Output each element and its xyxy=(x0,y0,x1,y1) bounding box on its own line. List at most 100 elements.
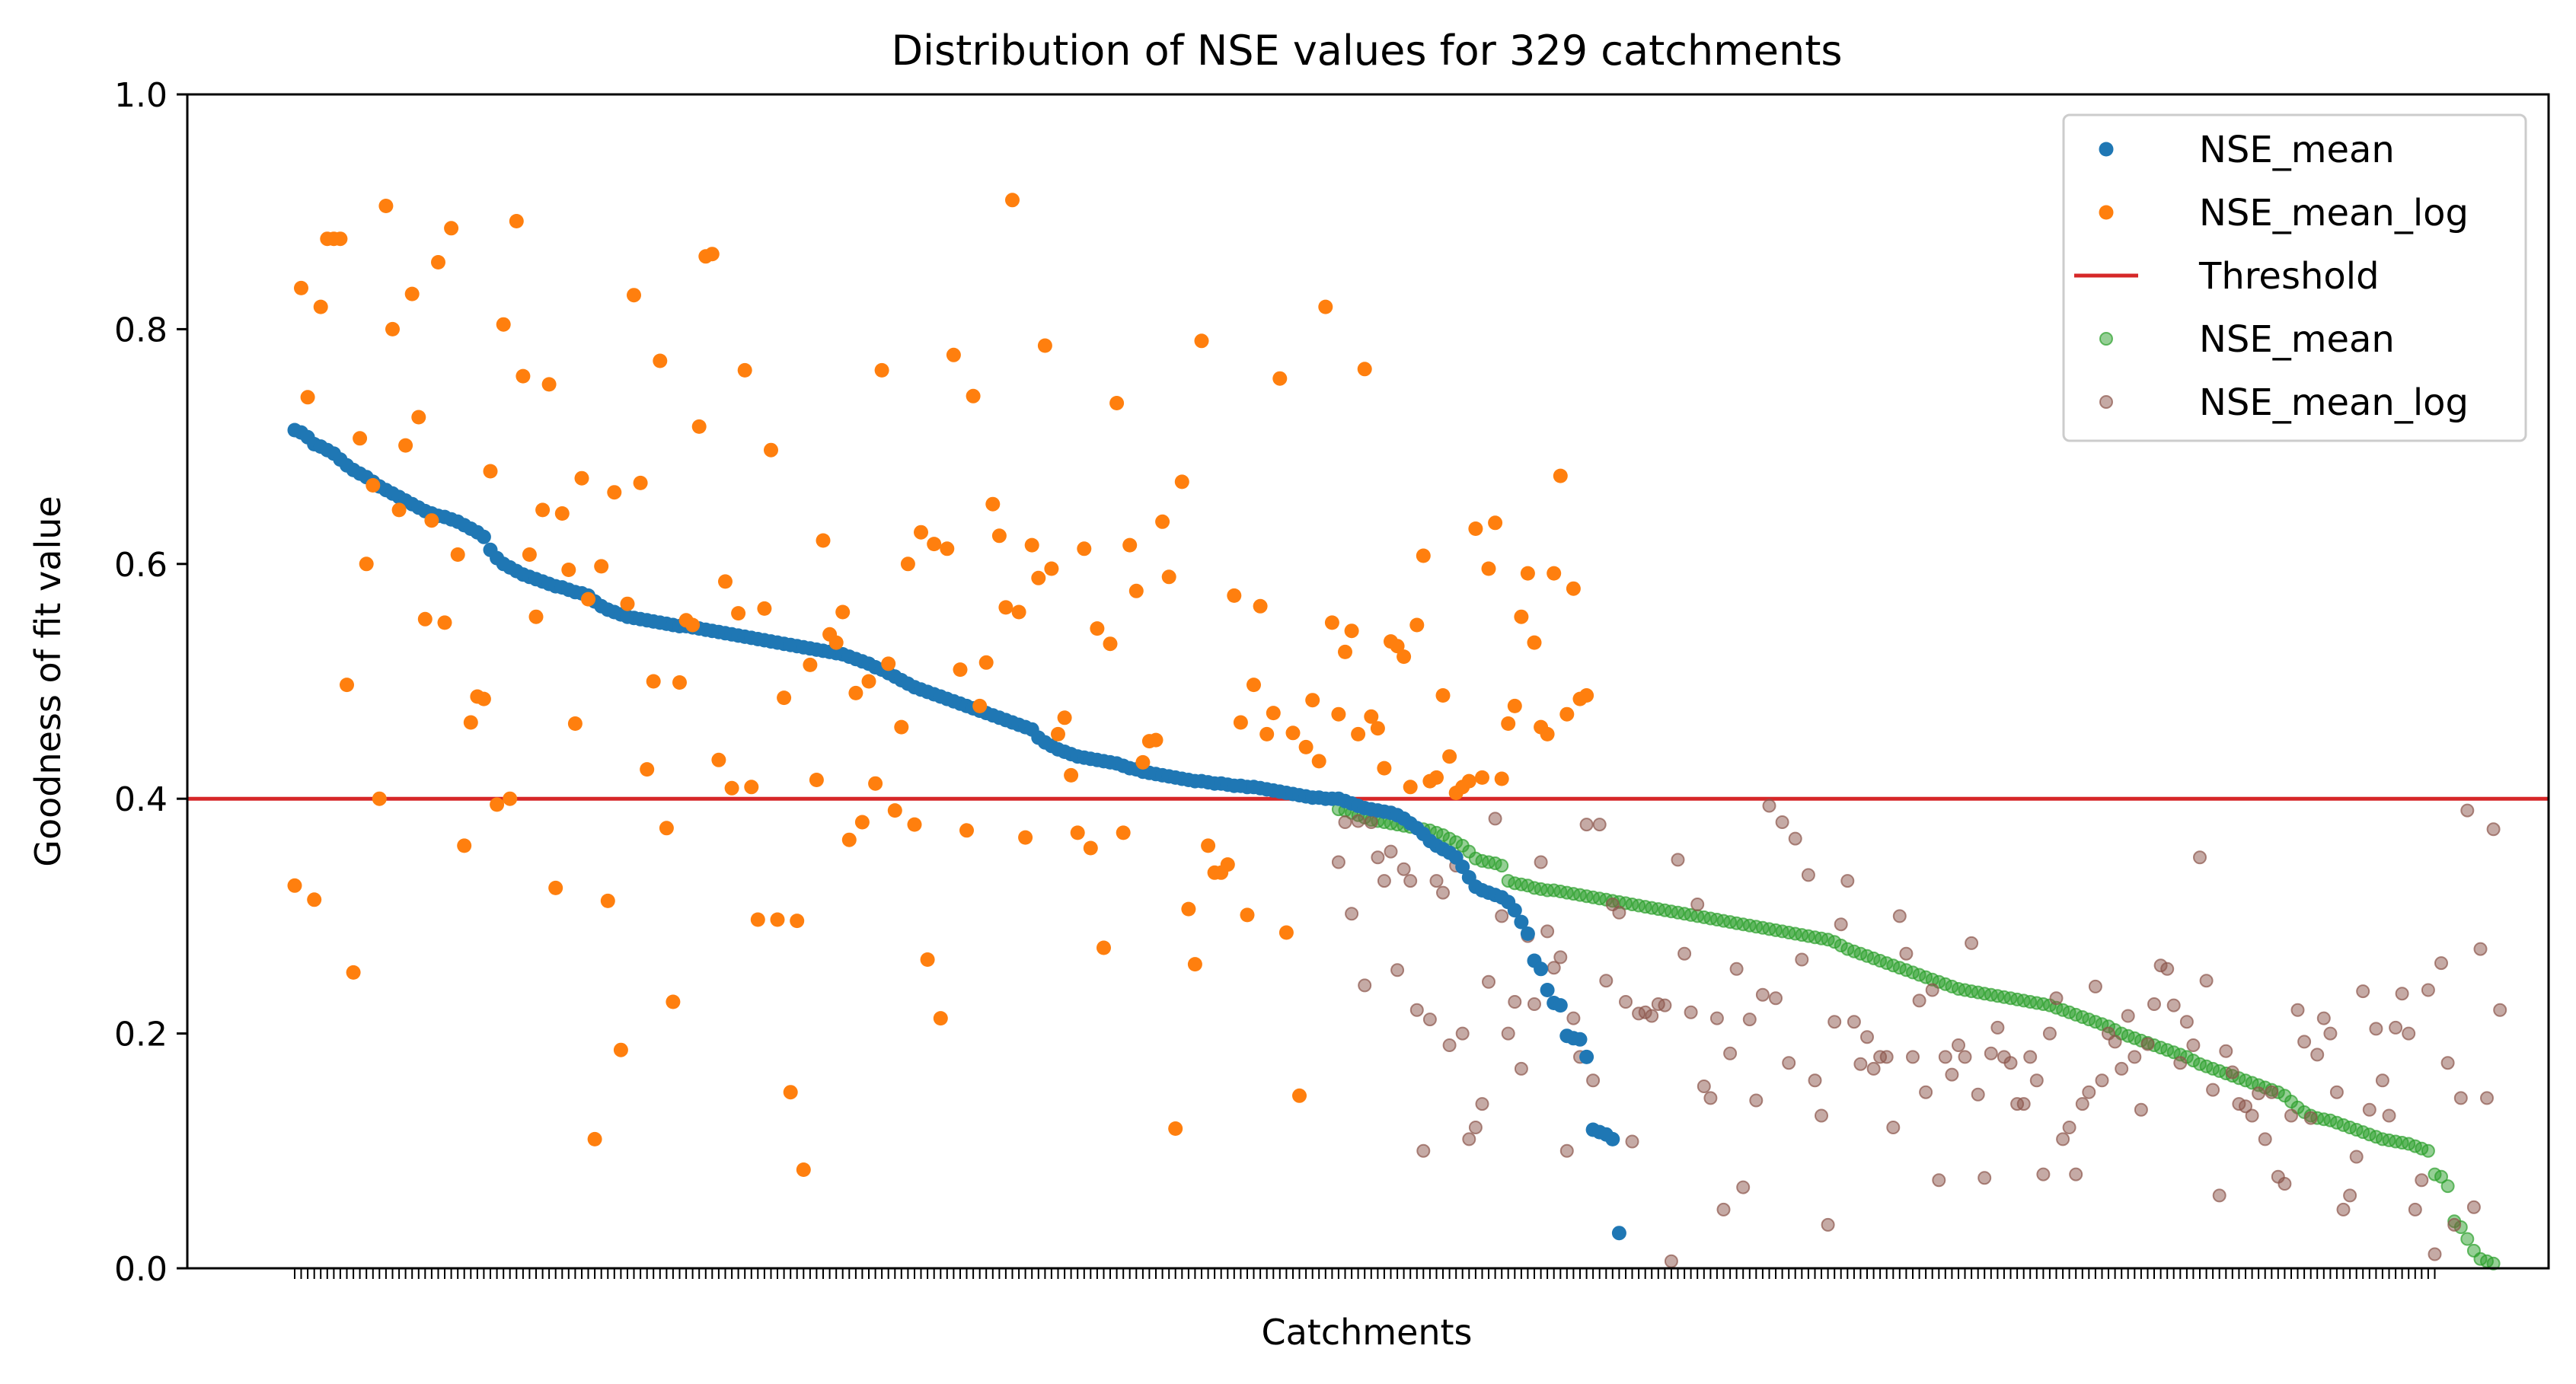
data-point xyxy=(1559,1143,1574,1158)
data-point xyxy=(2023,1050,2038,1064)
data-point xyxy=(594,559,609,574)
data-point xyxy=(1057,710,1072,725)
data-point xyxy=(1866,1061,1881,1076)
data-point xyxy=(1018,830,1033,845)
data-point xyxy=(2466,1200,2481,1214)
data-point xyxy=(1815,1108,1828,1123)
data-point xyxy=(2206,1083,2220,1097)
data-point xyxy=(1247,678,1261,693)
data-point xyxy=(1201,838,1216,853)
y-tick-label: 0.8 xyxy=(114,311,168,349)
data-point xyxy=(333,231,348,247)
data-point xyxy=(1952,1038,1965,1052)
data-point xyxy=(894,719,909,735)
data-point xyxy=(711,752,726,767)
data-point xyxy=(1096,940,1111,955)
data-point xyxy=(809,773,824,787)
data-point xyxy=(2460,803,2475,818)
data-point xyxy=(1416,548,1431,563)
data-point xyxy=(1945,1067,1959,1082)
data-point xyxy=(600,893,615,908)
data-point xyxy=(985,496,1001,512)
y-tick-label: 0.0 xyxy=(114,1250,168,1289)
data-point xyxy=(881,656,896,671)
legend-entry: NSE_mean_log xyxy=(2099,192,2469,234)
data-point xyxy=(496,317,511,332)
data-point xyxy=(2003,1056,2018,1070)
data-point xyxy=(2029,1073,2044,1088)
data-point xyxy=(503,791,518,806)
data-point xyxy=(790,914,805,929)
data-point xyxy=(1520,926,1535,941)
data-point xyxy=(1527,635,1542,650)
data-point xyxy=(627,288,641,303)
data-point xyxy=(2062,1121,2076,1134)
data-point xyxy=(581,592,595,607)
data-point xyxy=(1148,732,1164,748)
data-point xyxy=(2428,1247,2442,1261)
data-point xyxy=(287,878,302,893)
data-point xyxy=(1579,818,1594,832)
data-point xyxy=(672,675,687,690)
data-point xyxy=(1658,998,1672,1012)
data-point xyxy=(1514,914,1529,930)
data-point xyxy=(1161,569,1176,585)
data-point xyxy=(764,442,778,458)
data-point xyxy=(2382,1108,2396,1123)
legend-entry: NSE_mean xyxy=(2099,129,2395,171)
data-point xyxy=(1357,362,1372,377)
data-point xyxy=(1455,1026,1470,1041)
data-point xyxy=(1422,1012,1437,1027)
data-point xyxy=(907,817,922,832)
data-point xyxy=(2258,1132,2272,1146)
data-point xyxy=(548,880,563,895)
data-point xyxy=(1938,1050,1952,1064)
legend-entry: NSE_mean_log xyxy=(2099,381,2469,424)
data-point xyxy=(796,1162,811,1177)
data-point xyxy=(1919,1085,1933,1099)
data-point xyxy=(1468,521,1483,536)
y-tick-label: 0.6 xyxy=(114,546,168,585)
legend-label: NSE_mean_log xyxy=(2199,381,2469,424)
data-point xyxy=(1671,853,1685,867)
legend-dot-marker xyxy=(2099,142,2114,157)
data-point xyxy=(404,286,420,301)
data-point xyxy=(607,485,622,500)
data-point xyxy=(1742,1012,1757,1027)
data-point xyxy=(998,600,1013,615)
data-point xyxy=(431,255,445,269)
data-point xyxy=(1775,815,1789,829)
data-point xyxy=(653,353,668,368)
data-point xyxy=(417,611,433,627)
data-point xyxy=(1925,983,1939,997)
data-point xyxy=(900,556,915,572)
data-point xyxy=(1331,855,1345,869)
data-point xyxy=(2343,1188,2357,1203)
data-point xyxy=(2115,1061,2129,1076)
data-point xyxy=(1285,725,1301,741)
data-point xyxy=(1187,957,1202,972)
data-point xyxy=(1109,396,1125,410)
data-point xyxy=(1194,333,1209,349)
data-point xyxy=(2095,1073,2109,1088)
data-point xyxy=(424,513,439,528)
data-point xyxy=(1292,1088,1307,1103)
data-point xyxy=(1429,770,1444,785)
data-point xyxy=(2265,1085,2279,1099)
data-point xyxy=(1338,644,1352,659)
data-point xyxy=(1801,868,1815,882)
data-point xyxy=(1892,909,1907,923)
data-point xyxy=(1103,636,1118,652)
data-point xyxy=(1351,726,1366,741)
data-point xyxy=(561,563,576,577)
data-point xyxy=(1579,1049,1594,1064)
data-point xyxy=(1429,874,1444,888)
data-point xyxy=(757,601,772,616)
data-point xyxy=(2225,1065,2239,1079)
data-point xyxy=(2082,1085,2096,1099)
data-point xyxy=(1507,698,1522,713)
data-point xyxy=(1971,1087,1985,1102)
data-point xyxy=(914,525,928,540)
data-point xyxy=(1475,770,1489,785)
data-point xyxy=(1442,749,1457,764)
